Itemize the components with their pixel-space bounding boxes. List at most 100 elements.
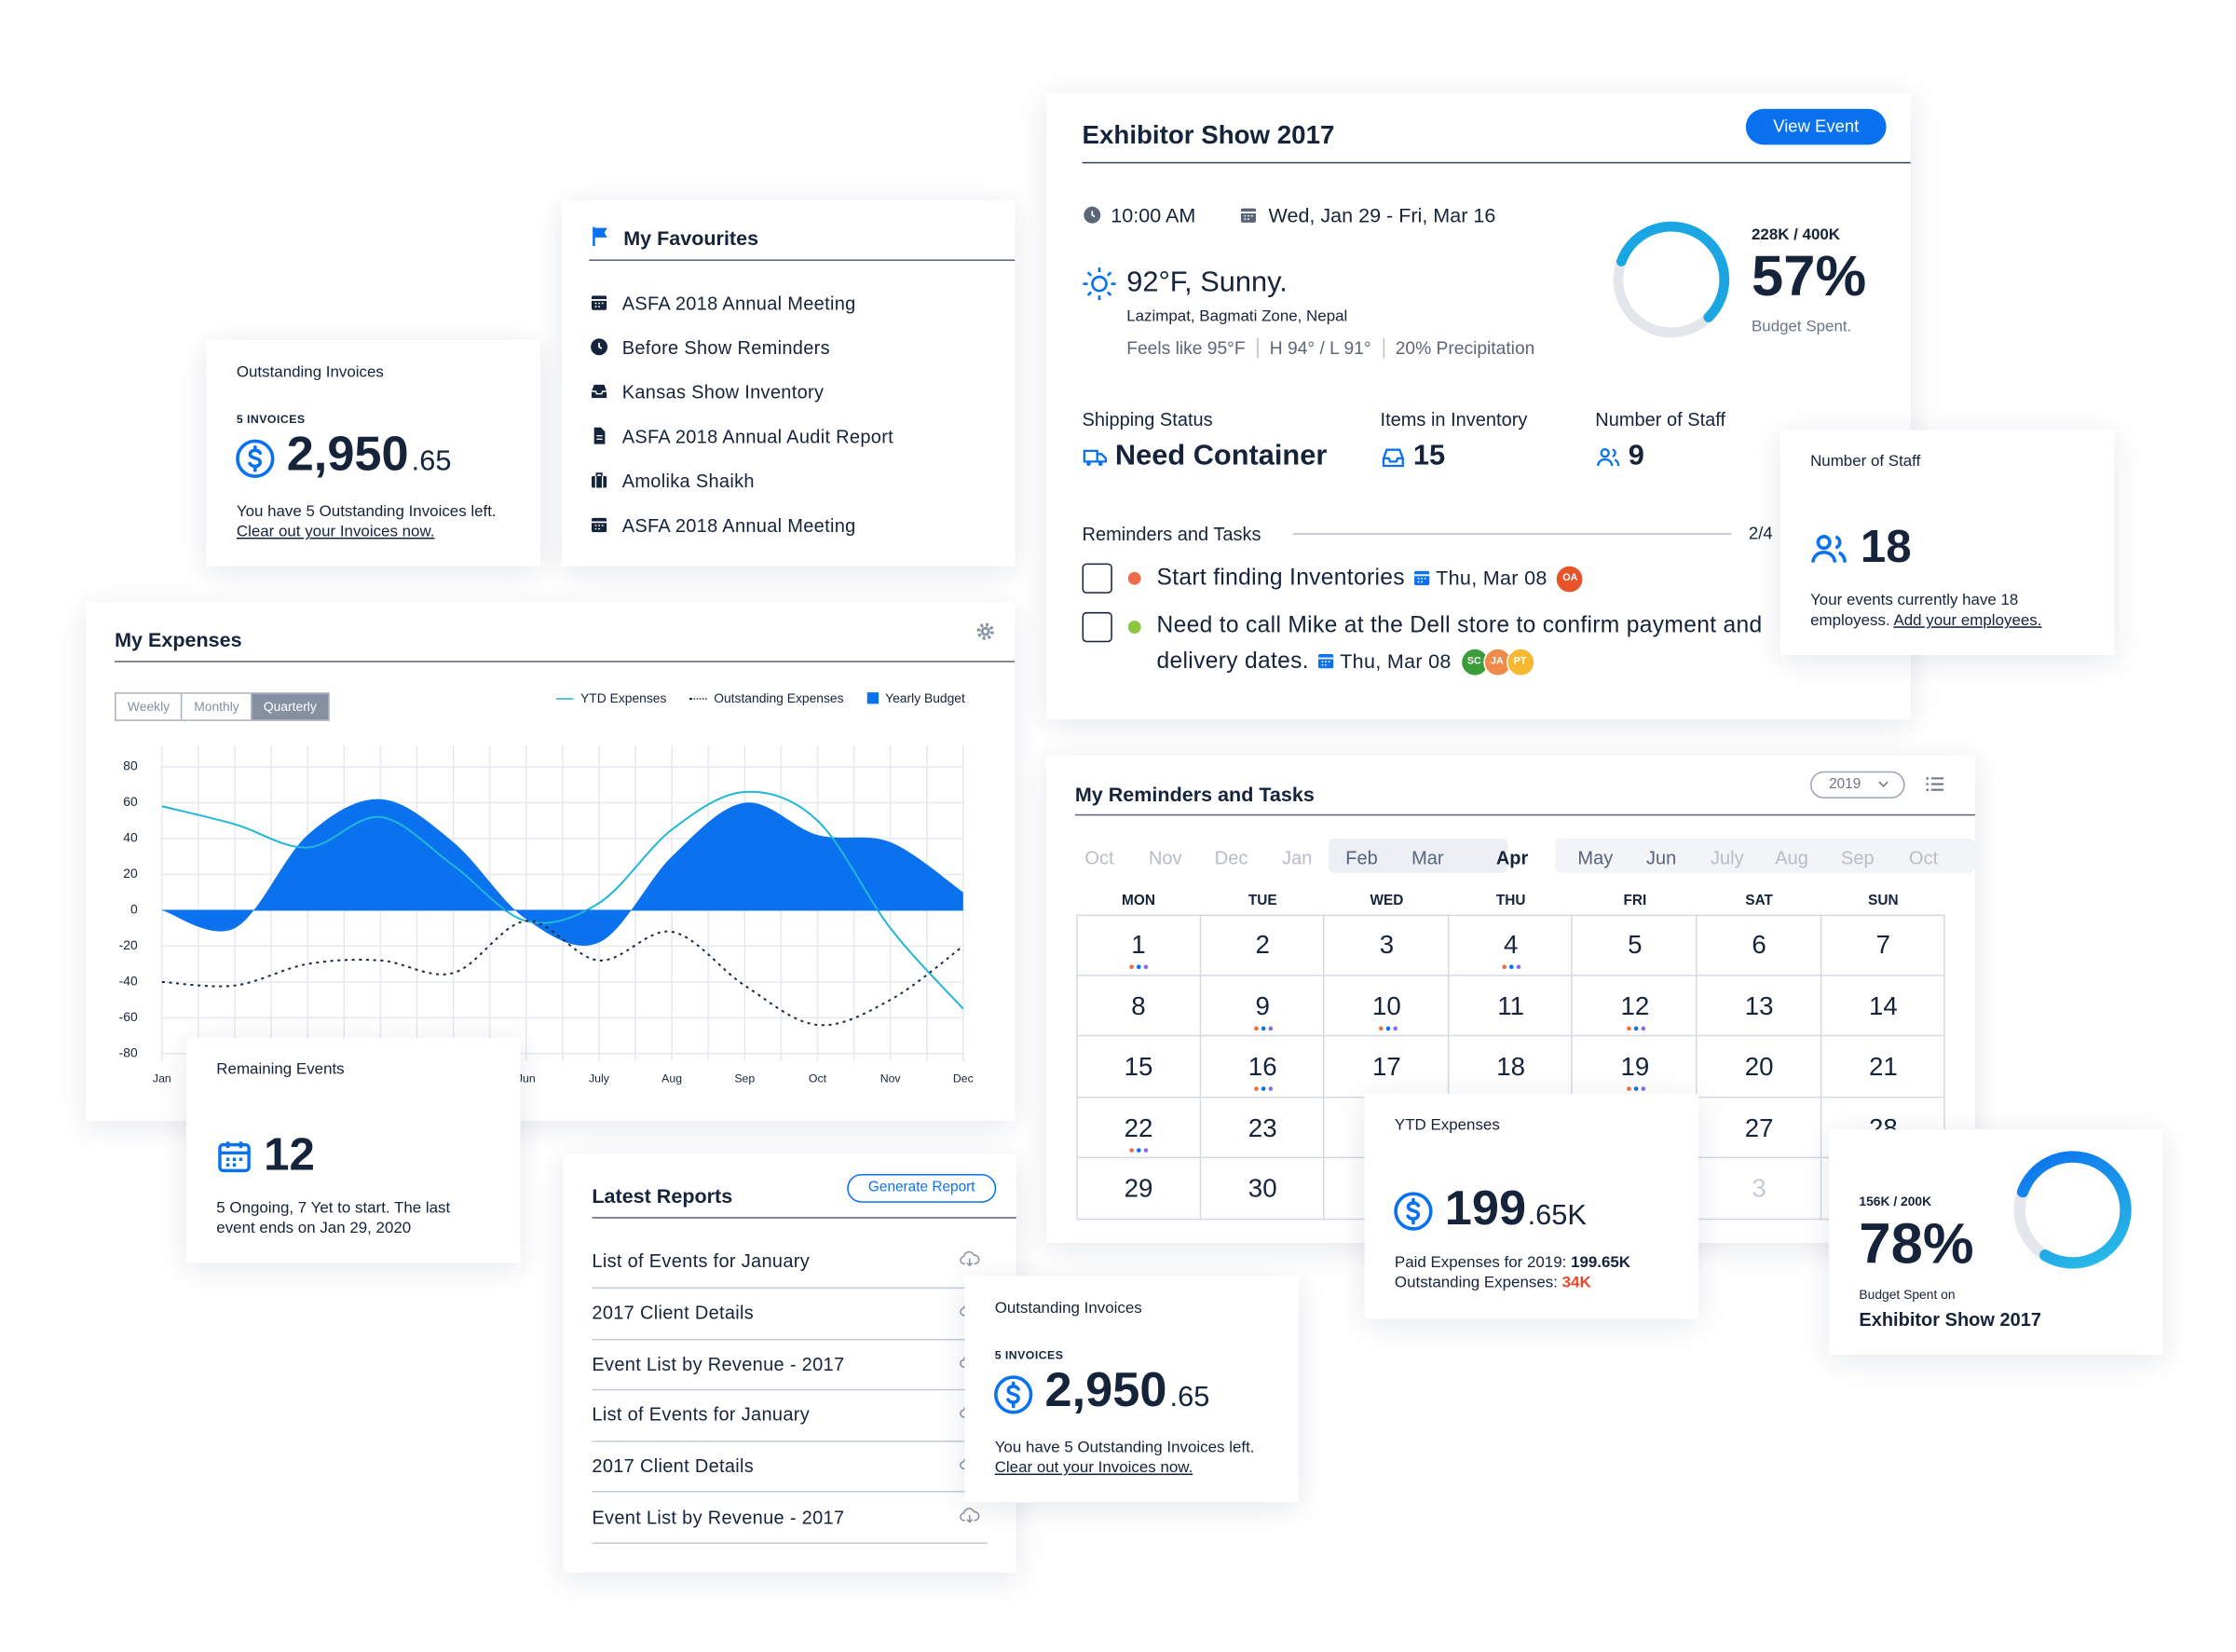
report-item[interactable]: Event List by Revenue - 2017: [592, 1506, 845, 1528]
favourite-icon-part: [594, 302, 604, 307]
stat-icon-part: [1086, 461, 1091, 466]
calendar-cell[interactable]: [1076, 914, 1201, 976]
event-dot: [1137, 1147, 1142, 1153]
day-number: 20: [1744, 1052, 1774, 1081]
day-number: 13: [1744, 990, 1774, 1020]
calendar-cell[interactable]: [1697, 914, 1821, 976]
budget-caption: Budget Spent.: [1751, 318, 1852, 335]
favourites-card: My Favourites ASFA 2018 Annual Meeting Bef…: [562, 200, 1016, 567]
month-label[interactable]: Oct: [1084, 847, 1114, 869]
calendar-cell[interactable]: [1200, 1097, 1325, 1159]
weekday-label: SUN: [1868, 893, 1899, 909]
month-label[interactable]: May: [1577, 847, 1614, 869]
report-item[interactable]: List of Events for January: [592, 1249, 811, 1272]
favourite-item[interactable]: ASFA 2018 Annual Audit Report: [621, 425, 894, 447]
calendar-cell[interactable]: [1820, 975, 1945, 1037]
tabs: Weekly Monthly Quarterly: [115, 692, 330, 721]
tab[interactable]: Weekly: [127, 699, 170, 715]
day-number: 23: [1248, 1113, 1277, 1142]
month-label[interactable]: Nov: [1148, 847, 1182, 869]
calendar-cell[interactable]: [1200, 1036, 1325, 1098]
month-label[interactable]: Mar: [1411, 847, 1444, 869]
report-item[interactable]: List of Events for January: [592, 1403, 811, 1426]
generate-report-button[interactable]: Generate Report: [847, 1173, 997, 1203]
task: Need to call Mike at the Dell store to c…: [1157, 609, 1831, 679]
calendar-cell[interactable]: [1697, 1097, 1821, 1159]
calendar-cell[interactable]: [1573, 914, 1697, 976]
favourite-item[interactable]: Kansas Show Inventory: [621, 381, 825, 403]
report-item[interactable]: 2017 Client Details: [592, 1454, 755, 1477]
avatar: OA: [1555, 564, 1585, 594]
year-label: 2019: [1829, 776, 1861, 793]
tab[interactable]: Quarterly: [251, 693, 329, 720]
month-label[interactable]: Feb: [1345, 847, 1378, 869]
list-icon-part: [1926, 777, 1929, 780]
legend-label: YTD Expenses: [580, 690, 667, 705]
calendar-cell[interactable]: [1200, 1158, 1325, 1220]
calendar-cell[interactable]: [1200, 975, 1325, 1037]
budget-card: 156K / 200K 78% Budget Spent on Exhibitor S…: [1829, 1129, 2163, 1355]
dollar-icon: [236, 439, 275, 478]
event-dot: [1137, 964, 1142, 969]
favourite-item[interactable]: ASFA 2018 Annual Meeting: [621, 292, 856, 314]
legend-item: Outstanding Expenses: [689, 691, 844, 705]
task-checkbox[interactable]: [1082, 563, 1112, 594]
favourite-item[interactable]: Amolika Shaikh: [621, 470, 755, 492]
favourite-icon-part: [594, 525, 604, 530]
month-label[interactable]: Dec: [1214, 847, 1248, 869]
task-checkbox[interactable]: [1082, 611, 1112, 643]
flag-icon: [593, 226, 607, 247]
favourite-item[interactable]: Before Show Reminders: [621, 336, 830, 359]
report-item[interactable]: Event List by Revenue - 2017: [592, 1352, 845, 1374]
year-select[interactable]: 2019: [1810, 771, 1905, 799]
calendar-icon-part: [219, 1141, 250, 1167]
day-number: 29: [1124, 1173, 1153, 1203]
calendar-cell[interactable]: [1697, 1036, 1821, 1098]
month-label[interactable]: Sep: [1841, 847, 1875, 869]
calendar-cell[interactable]: [1076, 975, 1201, 1037]
month-label[interactable]: Apr: [1495, 847, 1529, 869]
x-tick-label: Oct: [809, 1072, 827, 1085]
calendar-cell[interactable]: [1573, 975, 1697, 1037]
calendar-cell[interactable]: [1697, 1158, 1821, 1220]
favourite-item[interactable]: ASFA 2018 Annual Meeting: [621, 514, 856, 537]
outstanding-value: 34K: [1561, 1274, 1591, 1292]
note-link[interactable]: Add your employees.: [1893, 611, 2042, 630]
report-item[interactable]: 2017 Client Details: [592, 1301, 755, 1323]
calendar-cell[interactable]: [1200, 914, 1325, 976]
calendar-cell[interactable]: [1449, 975, 1574, 1037]
note-link[interactable]: Clear out your Invoices now.: [994, 1459, 1193, 1477]
calendar-cell[interactable]: [1076, 1097, 1201, 1159]
x-tick-label: Nov: [880, 1072, 902, 1085]
event-dot: [1502, 964, 1507, 969]
tab[interactable]: Monthly: [181, 693, 251, 720]
calendar-cell[interactable]: [1820, 1036, 1945, 1098]
calendar-cell[interactable]: [1820, 914, 1945, 976]
sun-icon-part: [1091, 275, 1108, 293]
note-link[interactable]: Clear out your Invoices now.: [236, 523, 435, 540]
note-text: Your events currently have 18 employess.: [1810, 592, 2019, 630]
calendar-cell[interactable]: [1697, 975, 1821, 1037]
legend: YTD Expenses Outstanding Expenses Yearly B…: [555, 690, 965, 705]
card-title: Number of Staff: [1810, 453, 1921, 471]
day-number: 8: [1131, 990, 1146, 1020]
calendar-cell[interactable]: [1324, 975, 1450, 1037]
month-label[interactable]: Jun: [1645, 847, 1677, 869]
month-label[interactable]: Oct: [1909, 847, 1939, 869]
calendar-cell[interactable]: [1076, 1158, 1201, 1220]
month-label[interactable]: July: [1711, 847, 1744, 869]
calendar-cell[interactable]: [1449, 914, 1574, 976]
month-label[interactable]: Aug: [1775, 847, 1808, 869]
budget-ratio: 228K / 400K: [1751, 226, 1841, 244]
ytd-card: YTD Expenses 199.65K Paid Expenses for 201…: [1364, 1093, 1699, 1319]
view-event-button[interactable]: View Event: [1745, 108, 1887, 145]
month-highlight: [1329, 838, 1508, 873]
month-label[interactable]: Jan: [1282, 847, 1313, 869]
people-icon: [1811, 534, 1847, 563]
paid-line: Paid Expenses for 2019: 199.65K: [1395, 1254, 1630, 1271]
favourite-icon-part: [598, 342, 603, 349]
calendar-cell[interactable]: [1324, 914, 1450, 976]
calendar-cell[interactable]: [1076, 1036, 1201, 1098]
y-tick-label: -60: [119, 1009, 138, 1024]
